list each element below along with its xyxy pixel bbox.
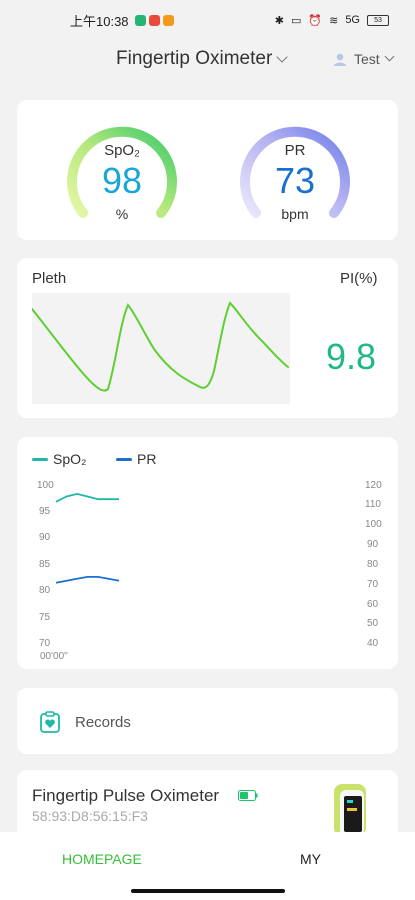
spo2-value: 98 [101,160,143,201]
spo2-gauge-ring [67,126,177,218]
right-tick: 120 [365,480,382,491]
app-notification-icon [162,14,174,26]
device-selector[interactable]: Fingertip Oximeter [116,48,288,70]
app-notification-icon [134,14,146,26]
pr-label: PR [284,142,306,159]
user-selector[interactable]: Test [332,51,395,67]
legend-pr: PR [116,451,156,467]
legend-spo2: SpO₂ [32,451,86,467]
records-label: Records [75,714,131,731]
device-battery-icon [238,790,258,801]
status-bar: 上午10:38 ✱ ▭ ⏰ ≋ 5G 53 [0,0,415,40]
chevron-down-icon [276,50,288,63]
battery-icon: 53 [367,14,389,26]
chevron-down-icon [384,51,395,62]
app-notification-icon [148,14,160,26]
alarm-icon: ⏰ [308,14,323,27]
status-icons: ✱ ▭ ⏰ ≋ 5G 53 [275,14,389,27]
left-tick: 100 [37,480,54,491]
home-indicator [131,889,285,893]
vibrate-icon: ▭ [290,14,302,27]
trend-chart [55,492,120,584]
user-icon [334,53,346,66]
right-tick: 110 [365,499,381,510]
tab-homepage[interactable]: HOMEPAGE [62,851,142,867]
device-name: Fingertip Oximeter [116,48,273,69]
bluetooth-icon: ✱ [274,14,284,27]
right-tick: 50 [367,618,379,629]
spo2-label: SpO₂ [104,142,140,159]
right-tick: 100 [365,519,382,530]
device-mac-address: 58:93:D8:56:15:F3 [32,808,148,824]
left-tick: 70 [39,638,51,649]
trend-card [17,437,398,669]
left-tick: 75 [39,612,51,623]
legend-swatch [32,457,48,461]
device-card-name: Fingertip Pulse Oximeter [32,786,220,805]
records-clipboard-icon [40,711,60,733]
pleth-title: Pleth [32,270,67,287]
right-tick: 90 [367,539,379,550]
right-tick: 80 [367,559,379,570]
pleth-waveform [31,293,290,404]
spo2-unit: % [115,206,129,222]
pr-unit: bpm [281,206,309,222]
pr-gauge: PR 73 bpm [237,120,353,224]
signal-icon: 5G [345,14,360,26]
pr-gauge-ring [240,126,350,218]
wifi-icon: ≋ [329,14,339,27]
pr-value: 73 [274,160,316,201]
app-header: Fingertip Oximeter Test [0,42,415,78]
right-tick: 70 [367,579,379,590]
left-tick: 80 [39,585,51,596]
pleth-wave-line [31,301,289,392]
status-time: 上午10:38 [70,13,129,29]
left-tick: 85 [39,559,51,570]
right-tick: 60 [367,599,379,610]
pr-series-line [55,576,120,584]
user-name: Test [354,51,380,67]
spo2-gauge: SpO₂ 98 % [64,120,180,224]
right-tick: 40 [367,638,379,649]
oximeter-device-image [334,784,366,836]
left-tick: 90 [39,532,51,543]
tab-my[interactable]: MY [300,851,321,867]
legend-swatch [116,457,132,461]
tab-bar [0,832,415,900]
left-tick: 95 [39,506,51,517]
pi-value: 9.8 [326,336,377,377]
legend-label: SpO₂ [53,451,87,467]
x-tick: 00'00" [40,651,68,662]
records-button[interactable] [17,688,398,754]
pi-title: PI(%) [340,270,378,287]
spo2-series-line [55,492,119,503]
legend-label: PR [137,451,157,467]
